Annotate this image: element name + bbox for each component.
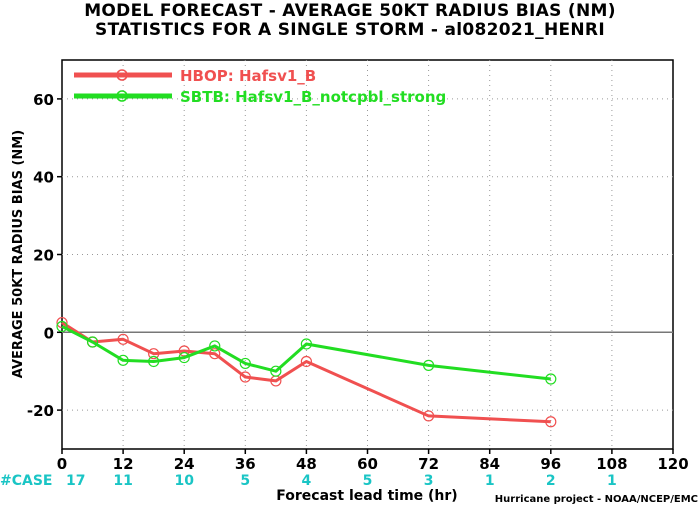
series-layer: [56, 316, 557, 428]
data-point: [117, 354, 129, 366]
legend-entry: SBTB: Hafsv1_B_notcpbl_strong: [74, 88, 446, 106]
case-count: 11: [113, 473, 132, 489]
chart-title: MODEL FORECAST - AVERAGE 50KT RADIUS BIA…: [84, 1, 616, 21]
x-tick-label: 48: [296, 455, 317, 473]
data-point: [545, 373, 557, 385]
data-point: [209, 348, 221, 360]
x-tick-label: 60: [357, 455, 378, 473]
credit-text: Hurricane project - NOAA/NCEP/EMC: [495, 494, 698, 505]
case-count: 4: [302, 473, 312, 489]
y-tick-label: 0: [44, 324, 54, 342]
data-point: [148, 355, 160, 368]
data-point: [148, 348, 160, 360]
data-point: [300, 338, 312, 350]
x-tick-label: 12: [113, 455, 134, 473]
legend-label: SBTB: Hafsv1_B_notcpbl_strong: [180, 88, 446, 106]
y-tick-label: 40: [33, 169, 54, 187]
series-line: [61, 321, 551, 424]
chart-subtitle: STATISTICS FOR A SINGLE STORM - al082021…: [95, 20, 605, 40]
data-point: [423, 359, 435, 371]
x-tick-label: 108: [596, 455, 627, 473]
y-axis-label: AVERAGE 50KT RADIUS BIAS (NM): [11, 130, 26, 378]
series-line: [61, 325, 551, 381]
data-point: [300, 355, 312, 368]
case-label: #CASE: [0, 473, 53, 489]
data-point: [117, 333, 129, 345]
x-axis-label: Forecast lead time (hr): [276, 488, 457, 504]
legend-marker: [116, 90, 128, 102]
x-tick-label: 84: [479, 455, 500, 473]
case-count: 2: [546, 473, 556, 489]
data-point: [423, 410, 435, 422]
series-1: [56, 316, 557, 428]
data-point: [545, 416, 557, 428]
case-count-row: #CASE 17 11 10 5 4 5 3 1 2 1: [0, 473, 617, 489]
data-point: [178, 345, 190, 357]
legend: HBOP: Hafsv1_B SBTB: Hafsv1_B_notcpbl_str…: [74, 67, 446, 106]
x-tick-label: 120: [657, 455, 688, 473]
y-tick-label: 20: [33, 247, 54, 265]
data-point: [209, 340, 221, 352]
case-count: 5: [363, 473, 373, 489]
x-tick-label: 0: [57, 455, 67, 473]
case-count: 10: [174, 473, 194, 489]
x-tick-label: 36: [235, 455, 256, 473]
data-point: [86, 336, 99, 348]
x-tick-label: 24: [174, 455, 195, 473]
case-count: 5: [240, 473, 250, 489]
data-point: [178, 351, 190, 364]
y-tick-label: 60: [33, 91, 54, 109]
legend-entry: HBOP: Hafsv1_B: [74, 67, 316, 85]
grid-lines: [62, 60, 673, 449]
series-2: [56, 320, 557, 385]
y-tick-label: -20: [27, 402, 54, 420]
legend-label: HBOP: Hafsv1_B: [180, 67, 316, 85]
data-point: [239, 371, 251, 383]
data-point: [239, 357, 251, 370]
x-axis-ticks: 0 12 24 36 48 60 72 84 96 108 120: [57, 449, 689, 473]
case-count: 3: [424, 473, 434, 489]
x-tick-label: 96: [540, 455, 561, 473]
legend-marker: [116, 69, 128, 81]
case-count: 1: [485, 473, 495, 489]
y-axis-ticks: -20 0 20 40 60: [27, 91, 62, 420]
data-point: [270, 365, 282, 377]
case-count: 1: [607, 473, 617, 489]
data-point: [56, 320, 68, 333]
x-tick-label: 72: [418, 455, 439, 473]
case-count: 17: [66, 473, 85, 489]
